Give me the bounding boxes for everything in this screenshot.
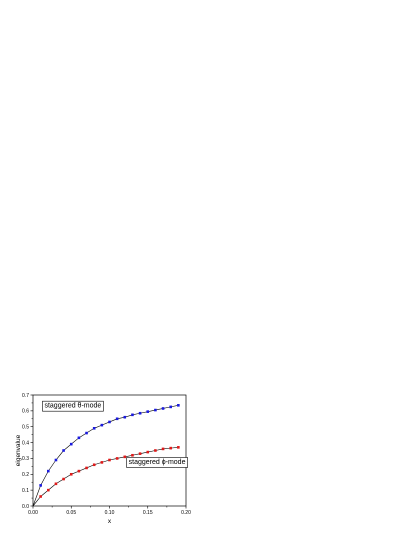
series-1-point [69, 442, 73, 446]
y-tick-label: 0.1 [22, 488, 29, 494]
x-tick-label: 0.15 [143, 510, 153, 516]
series-1-point [77, 436, 81, 440]
y-tick-label: 0.6 [22, 409, 29, 415]
y-tick-label: 0.0 [22, 504, 29, 510]
series-1-point [177, 404, 180, 407]
series-2-point [85, 466, 88, 470]
series-1-point [100, 423, 104, 427]
series-2-point [169, 446, 172, 450]
y-tick-label: 0.5 [22, 425, 29, 431]
annotation-box [126, 457, 188, 468]
annotation-box [42, 400, 104, 412]
series-2-point [154, 449, 157, 452]
series-2-point [77, 469, 81, 473]
plot-frame [32, 394, 187, 507]
annotation-2: staggered ϕ-mode [126, 457, 188, 468]
annotation-text: staggered ϕ-mode [129, 459, 186, 466]
y-tick-label: 0.2 [22, 472, 29, 478]
series-1-point [161, 407, 165, 410]
y-tick-label: 0.7 [22, 393, 29, 399]
y-tick-label: 0.4 [22, 440, 29, 446]
series-2-point [92, 463, 96, 467]
series-1-point [47, 469, 50, 473]
annotation-text: staggered θ-mode [44, 403, 101, 410]
series-2-point [69, 472, 73, 476]
x-tick-label: 0.10 [105, 510, 115, 516]
series-2-point [115, 457, 119, 460]
y-tick-label: 0.3 [22, 456, 29, 462]
x-tick-label: 0.05 [66, 510, 76, 516]
x-tick-label: 0.20 [181, 510, 191, 516]
x-axis-label: x [108, 518, 112, 525]
series-2-point [138, 452, 142, 455]
series-2-point [123, 455, 127, 459]
series-2-point [39, 495, 42, 498]
series-1-point [154, 408, 157, 412]
series-1-line [32, 405, 179, 507]
series-2-point [177, 446, 180, 449]
series-1-point [115, 417, 119, 421]
series-2-line [32, 447, 179, 507]
axes: 0.00 0.05 0.10 0.15 0.20 0.0 0.1 0.2 0.3 0.4 0.5 0.… [22, 393, 191, 516]
series-1-point [123, 415, 127, 419]
y-axis-label: eigenvalue [15, 434, 22, 466]
series-1-point [108, 420, 111, 424]
series-2-point [62, 477, 65, 481]
series-1-point [169, 405, 172, 409]
series-1-point [138, 411, 142, 415]
series-1-point [131, 413, 134, 417]
series-2-point [100, 461, 104, 464]
x-tick-label: 0.00 [28, 510, 38, 516]
series-1-point [39, 484, 42, 487]
series-1-point [146, 410, 150, 413]
series-2-point [47, 488, 50, 492]
series-1-point [62, 449, 65, 452]
series-points [39, 404, 180, 498]
annotation-1: staggered θ-mode [42, 400, 104, 412]
series-2-point [54, 482, 58, 486]
series-2-point [146, 450, 150, 454]
series-1-point [92, 427, 96, 430]
series-1-point [54, 458, 58, 462]
annotations: staggered θ-mode staggered ϕ-mode [42, 400, 188, 468]
series-2-point [161, 447, 165, 451]
series-2-point [108, 458, 111, 462]
series-lines [32, 405, 179, 507]
series-2-point [131, 453, 134, 457]
series-1-point [85, 431, 88, 435]
